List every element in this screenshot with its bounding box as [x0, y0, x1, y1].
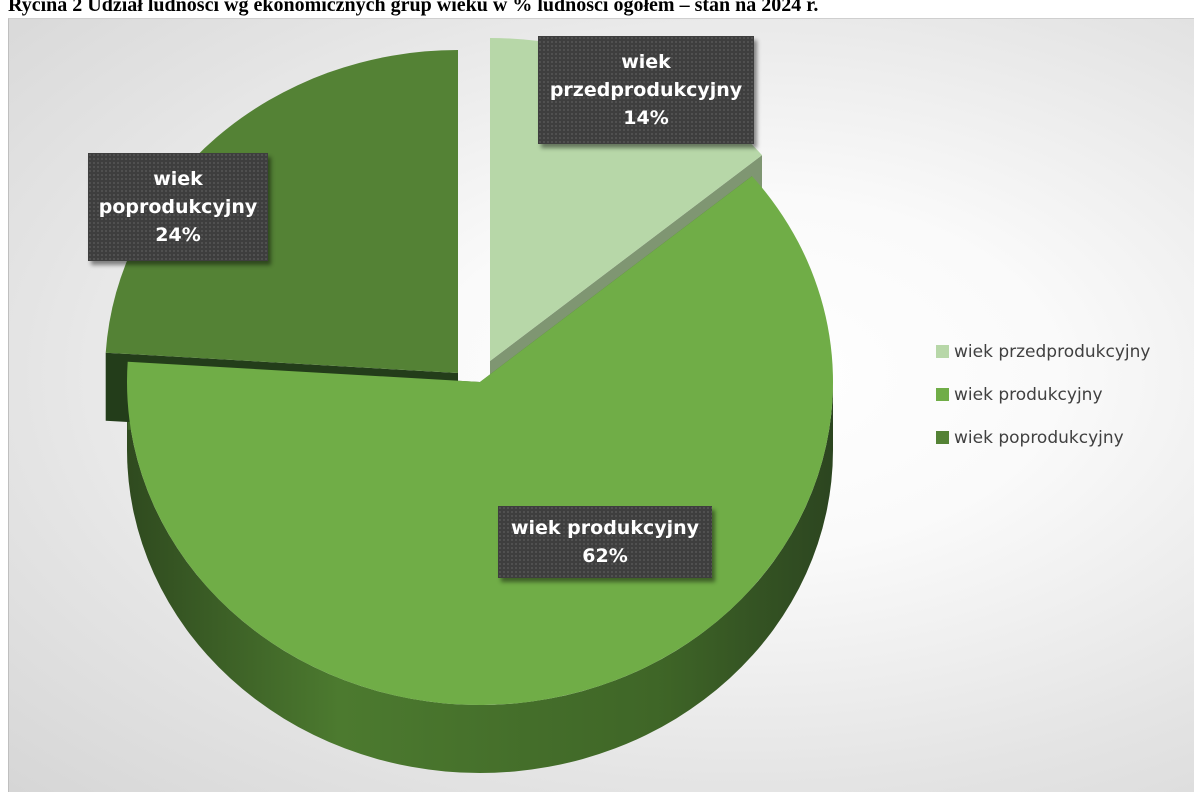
legend-item: wiek produkcyjny: [936, 383, 1150, 406]
data-label-line: 14%: [623, 107, 669, 129]
legend-label: wiek produkcyjny: [954, 384, 1103, 405]
legend-item: wiek poprodukcyjny: [936, 426, 1150, 449]
legend-item: wiek przedprodukcyjny: [936, 340, 1150, 363]
data-label-line: wiek produkcyjny: [510, 517, 700, 539]
legend-label: wiek poprodukcyjny: [954, 427, 1124, 448]
pie-slice-side-wiek-produkcyjny: [127, 382, 833, 773]
data-label-wiek-poprodukcyjny: wiek poprodukcyjny 24%: [88, 153, 268, 261]
legend-swatch: [936, 431, 949, 444]
chart-legend: wiek przedprodukcyjny wiek produkcyjny w…: [936, 340, 1150, 469]
data-label-line: 24%: [155, 224, 201, 246]
data-label-line: wiek: [153, 168, 203, 190]
legend-swatch: [936, 345, 949, 358]
legend-swatch: [936, 388, 949, 401]
pie-slice-wiek-poprodukcyjny: [105, 50, 458, 373]
data-label-line: wiek: [621, 51, 671, 73]
legend-label: wiek przedprodukcyjny: [954, 341, 1151, 362]
data-label-line: 62%: [582, 545, 628, 567]
data-label-wiek-przedprodukcyjny: wiek przedprodukcyjny 14%: [538, 36, 754, 144]
data-label-line: poprodukcyjny: [98, 196, 258, 218]
data-label-wiek-produkcyjny: wiek produkcyjny 62%: [498, 506, 712, 578]
chart-title: Rycina 2 Udział ludności wg ekonomicznyc…: [8, 0, 819, 16]
data-label-line: przedprodukcyjny: [549, 79, 743, 101]
